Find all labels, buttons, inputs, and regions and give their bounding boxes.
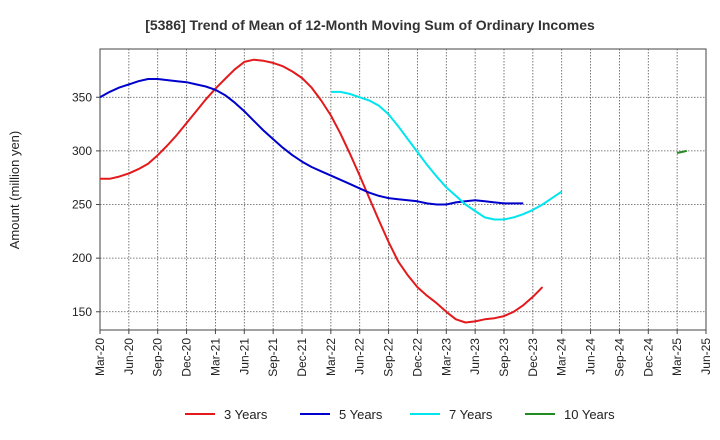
x-tick-label: Dec-24 <box>641 338 655 377</box>
y-axis: 150 200 250 300 350 <box>72 90 100 319</box>
x-tick-label: Dec-20 <box>180 338 194 377</box>
legend: 3 Years 5 Years 7 Years 10 Years <box>185 407 615 422</box>
x-tick-label: Mar-23 <box>439 338 453 376</box>
x-tick-label: Jun-21 <box>237 338 251 375</box>
series-line-10-years <box>676 149 688 154</box>
series-lines <box>99 58 688 324</box>
x-tick-label: Jun-22 <box>353 338 367 375</box>
x-tick-label: Sep-22 <box>382 338 396 377</box>
plot-area <box>99 48 707 331</box>
y-tick-label: 200 <box>72 251 92 265</box>
x-tick-label: Mar-22 <box>324 338 338 376</box>
series-line-7-years <box>330 90 563 221</box>
chart-title: [5386] Trend of Mean of 12-Month Moving … <box>145 17 595 33</box>
x-tick-label: Mar-24 <box>555 338 569 376</box>
legend-label-10-years: 10 Years <box>564 407 615 422</box>
x-tick-label: Sep-24 <box>612 338 626 377</box>
x-tick-label: Jun-20 <box>122 338 136 375</box>
x-tick-label: Mar-20 <box>93 338 107 376</box>
legend-label-5-years: 5 Years <box>339 407 383 422</box>
legend-label-7-years: 7 Years <box>449 407 493 422</box>
x-axis: Mar-20 Jun-20 Sep-20 Dec-20 Mar-21 Jun-21 Sep-… <box>93 330 713 377</box>
y-tick-label: 150 <box>72 305 92 319</box>
x-tick-label: Jun-25 <box>699 338 713 375</box>
x-tick-label: Dec-22 <box>410 338 424 377</box>
series-line-5-years <box>99 78 524 206</box>
x-tick-label: Sep-21 <box>266 338 280 377</box>
y-tick-label: 300 <box>72 144 92 158</box>
x-tick-label: Dec-23 <box>526 338 540 377</box>
series-line-3-years <box>100 58 544 324</box>
grid <box>100 49 706 330</box>
x-tick-label: Jun-24 <box>584 338 598 375</box>
x-tick-label: Mar-21 <box>208 338 222 376</box>
legend-label-3-years: 3 Years <box>224 407 268 422</box>
y-tick-label: 350 <box>72 90 92 104</box>
y-tick-label: 250 <box>72 198 92 212</box>
y-axis-label: Amount (million yen) <box>7 131 22 250</box>
x-tick-label: Dec-21 <box>295 338 309 377</box>
x-tick-label: Sep-20 <box>151 338 165 377</box>
x-tick-label: Mar-25 <box>670 338 684 376</box>
x-tick-label: Sep-23 <box>497 338 511 377</box>
x-tick-label: Jun-23 <box>468 338 482 375</box>
